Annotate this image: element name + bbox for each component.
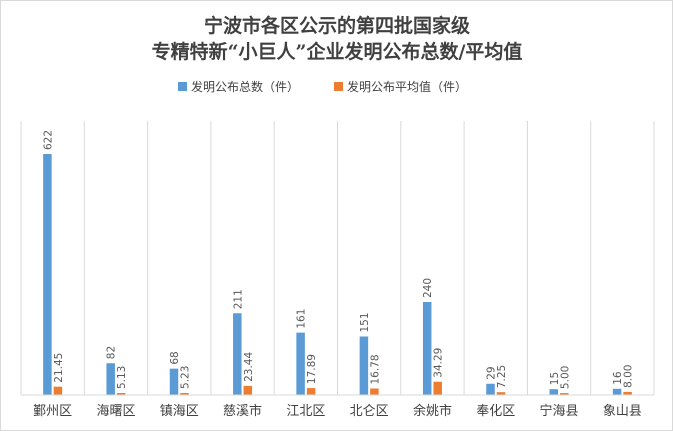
bar-total-4 [233, 313, 242, 395]
bar-total-7 [422, 302, 432, 395]
x-tick-label: 鄞州区 [33, 404, 72, 419]
data-label-average-1: 21.45 [53, 353, 65, 383]
x-tick-label: 江北区 [286, 404, 325, 419]
x-tick-label: 北仑区 [350, 404, 389, 419]
data-label-average-5: 17.89 [306, 354, 318, 384]
legend-swatch-average [334, 82, 343, 91]
bar-total-6 [359, 336, 369, 395]
data-label-total-9: 15 [549, 372, 561, 385]
data-label-total-8: 29 [486, 366, 498, 379]
data-label-average-6: 16.78 [369, 354, 381, 384]
data-label-average-9: 5.00 [559, 366, 571, 389]
bar-average-10 [623, 391, 632, 395]
data-label-total-10: 16 [612, 371, 624, 385]
legend-swatch-total [178, 82, 187, 91]
bar-average-6 [370, 388, 379, 395]
bar-average-1 [53, 386, 63, 395]
chart-title-line-2: 专精特新“小巨人”企业发明公布总数/平均值 [152, 40, 523, 63]
bar-total-9 [549, 389, 559, 395]
bar-average-4 [243, 385, 253, 395]
data-label-total-4: 211 [232, 289, 244, 309]
x-tick-label: 慈溪市 [223, 403, 262, 419]
bar-total-3 [169, 368, 179, 395]
legend-label-total: 发明公布总数（件） [191, 79, 299, 94]
x-tick-label: 余姚市 [413, 403, 452, 419]
x-tick-label: 象山县 [603, 404, 642, 419]
bar-total-10 [612, 388, 622, 395]
data-labels: 622 21.45 82 5.13 68 5.23 211 23.44 161 17.89 151 1… [42, 130, 634, 389]
bar-average-2 [116, 393, 126, 395]
bar-total-5 [296, 332, 305, 395]
x-tick-label: 海曙区 [96, 404, 135, 419]
legend-label-average: 发明公布平均值（件） [347, 79, 467, 94]
data-label-average-8: 7.25 [496, 365, 508, 388]
bar-total-2 [106, 363, 115, 395]
data-label-average-7: 34.29 [433, 348, 445, 378]
bar-average-9 [560, 393, 569, 395]
bar-average-7 [433, 381, 442, 395]
data-label-total-7: 240 [422, 278, 434, 298]
bar-average-3 [180, 392, 189, 395]
bar-average-5 [306, 388, 316, 395]
bars [43, 154, 632, 395]
category-gridlines [20, 121, 655, 395]
bar-total-8 [486, 383, 495, 395]
data-label-total-3: 68 [169, 351, 181, 364]
bar-total-1 [43, 154, 52, 395]
data-label-average-3: 5.23 [180, 366, 192, 389]
x-axis-tick-labels: 鄞州区 海曙区 镇海区 慈溪市 江北区 北仑区 余姚市 奉化区 宁海县 象山县 [33, 403, 642, 419]
legend: 发明公布总数（件） 发明公布平均值（件） [178, 79, 467, 94]
data-label-average-2: 5.13 [116, 366, 128, 389]
x-tick-label: 镇海区 [160, 404, 199, 419]
data-label-total-2: 82 [106, 346, 118, 359]
data-label-total-6: 151 [359, 312, 371, 332]
data-label-total-5: 161 [296, 309, 308, 329]
bar-average-8 [496, 392, 506, 395]
data-label-average-4: 23.44 [243, 352, 255, 382]
chart-title: 宁波市各区公示的第四批国家级 专精特新“小巨人”企业发明公布总数/平均值 [152, 14, 523, 63]
chart-title-line-1: 宁波市各区公示的第四批国家级 [204, 14, 470, 37]
x-tick-label: 奉化区 [476, 404, 515, 419]
data-label-total-1: 622 [42, 130, 54, 150]
x-tick-label: 宁海县 [540, 403, 579, 419]
data-label-average-10: 8.00 [623, 365, 635, 388]
